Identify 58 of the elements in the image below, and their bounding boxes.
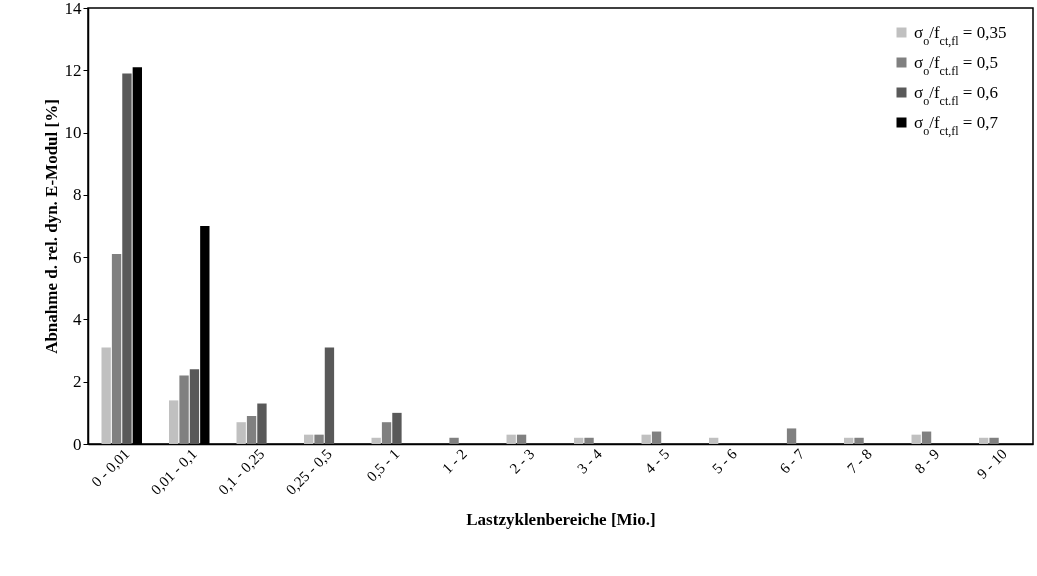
bar: [584, 437, 594, 444]
bar: [101, 347, 111, 444]
y-tick-label: 8: [73, 185, 82, 205]
legend-label: σ$_{o}$/f$_{ct,fl}$ = 0,35: [914, 22, 1007, 48]
bar: [786, 428, 797, 444]
x-tick-label: 0,1 - 0,25: [215, 445, 268, 498]
x-tick-label: 0 - 0,01: [88, 445, 133, 490]
bar: [179, 375, 189, 444]
y-tick-label: 12: [64, 60, 82, 80]
legend-label: σ$_{o}$/f$_{ct.fl}$ = 0,6: [914, 82, 998, 108]
bar: [122, 73, 132, 444]
bar: [169, 400, 179, 444]
x-tick-label: 7 - 8: [844, 445, 875, 477]
bar: [989, 437, 999, 444]
bar: [371, 437, 381, 444]
x-tick-label: 2 - 3: [506, 445, 538, 477]
bar: [651, 431, 662, 444]
bar: [381, 422, 392, 444]
bar: [246, 415, 257, 444]
legend-label: σ$_{o}$/f$_{ct.fl}$ = 0,5: [914, 52, 998, 78]
x-tick-label: 6 - 7: [776, 445, 808, 477]
x-tick-label: 3 - 4: [574, 445, 606, 477]
x-axis-title: Lastzyklenbereiche [Mio.]: [466, 509, 656, 529]
bar: [979, 437, 989, 444]
bar: [506, 434, 516, 444]
x-tick-label: 8 - 9: [911, 445, 943, 477]
bar: [111, 254, 122, 444]
x-tick-label: 0,25 - 0,5: [282, 445, 335, 498]
x-tick-label: 0,5 - 1: [363, 445, 403, 485]
bar: [324, 347, 335, 444]
x-tick-label: 9 - 10: [973, 445, 1010, 482]
bar: [392, 412, 402, 444]
bar: [516, 434, 527, 444]
bar: [641, 434, 651, 444]
y-tick-label: 10: [64, 123, 82, 143]
x-tick-label: 5 - 6: [709, 445, 741, 477]
bar: [574, 437, 584, 444]
x-tick-label: 1 - 2: [439, 445, 470, 477]
bar: [709, 437, 719, 444]
bar: [304, 434, 314, 444]
x-tick-label: 0,01 - 0,1: [147, 445, 200, 498]
y-tick-label: 2: [73, 372, 82, 392]
bar: [257, 403, 267, 444]
bar: [911, 434, 921, 444]
bar: [854, 437, 864, 444]
y-axis-title: Abnahme d. rel. dyn. E-Modul [%]: [41, 99, 61, 354]
bar: [189, 369, 200, 444]
bar: [844, 437, 854, 444]
y-tick-label: 14: [64, 0, 82, 18]
x-tick-label: 4 - 5: [641, 445, 673, 477]
legend-label: σ$_{o}$/f$_{ct,fl}$ = 0,7: [914, 112, 999, 138]
y-tick-label: 0: [73, 434, 82, 454]
bar: [236, 422, 246, 444]
bar: [449, 437, 459, 444]
y-tick-label: 6: [73, 247, 82, 267]
bar: [314, 434, 324, 444]
bar: [921, 431, 932, 444]
y-tick-label: 4: [73, 309, 82, 329]
